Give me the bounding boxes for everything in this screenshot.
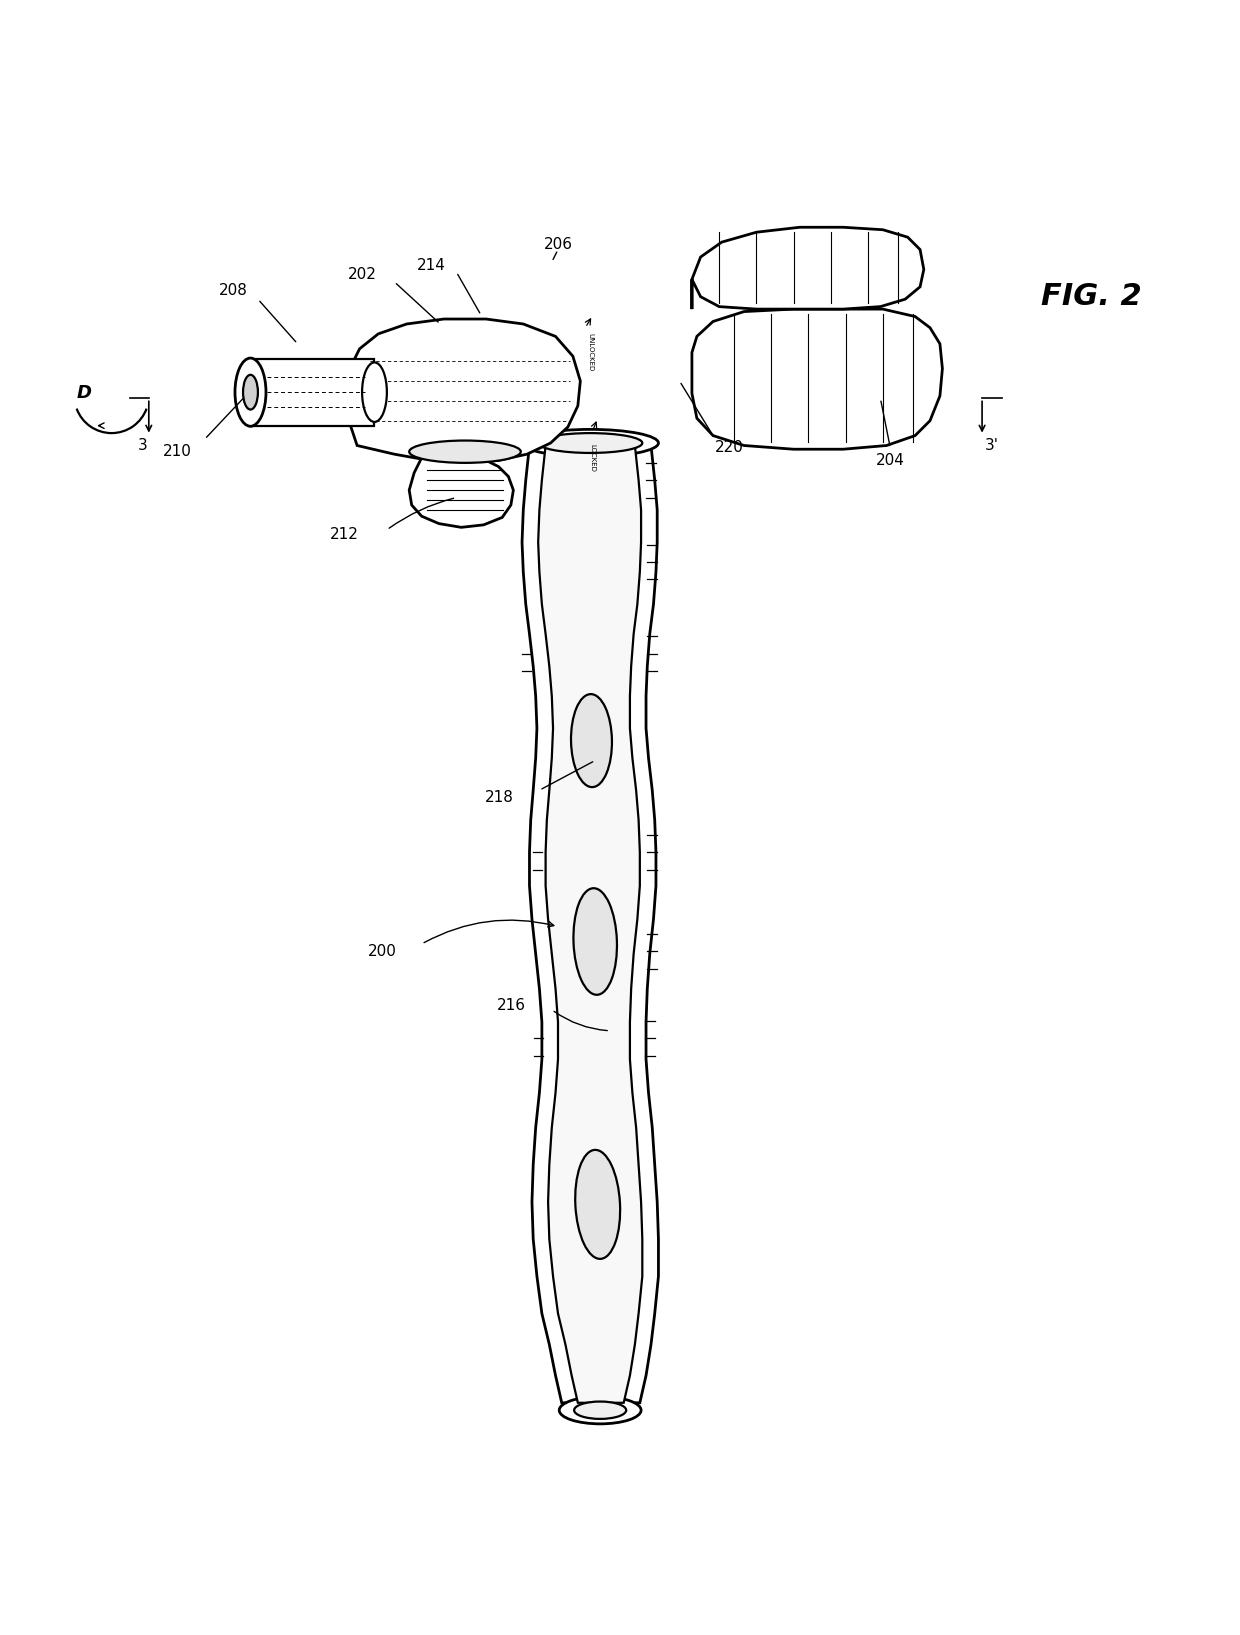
Text: 208: 208 [218, 283, 248, 298]
Text: 210: 210 [162, 445, 192, 459]
Ellipse shape [538, 433, 642, 453]
Ellipse shape [573, 888, 618, 994]
Text: FIG. 2: FIG. 2 [1040, 283, 1142, 311]
Ellipse shape [575, 1149, 620, 1259]
Ellipse shape [236, 358, 267, 427]
Text: 220: 220 [714, 440, 744, 456]
Polygon shape [522, 445, 658, 1403]
Ellipse shape [409, 440, 521, 463]
Ellipse shape [574, 1401, 626, 1419]
Ellipse shape [559, 1396, 641, 1424]
Ellipse shape [243, 374, 258, 409]
Polygon shape [250, 358, 374, 425]
Ellipse shape [570, 695, 613, 786]
Text: 214: 214 [417, 258, 446, 273]
Text: 202: 202 [347, 267, 377, 281]
Text: 218: 218 [485, 790, 515, 804]
Ellipse shape [362, 363, 387, 422]
Text: 200: 200 [367, 943, 397, 958]
Text: 212: 212 [330, 526, 360, 543]
Polygon shape [409, 455, 513, 528]
Text: D: D [77, 384, 92, 402]
Polygon shape [692, 227, 924, 309]
Text: 3': 3' [985, 438, 999, 453]
Text: LOCKED: LOCKED [589, 445, 595, 473]
Polygon shape [347, 319, 580, 463]
Polygon shape [692, 309, 942, 450]
Text: 216: 216 [496, 999, 526, 1014]
Polygon shape [538, 445, 642, 1403]
Ellipse shape [522, 430, 658, 456]
Text: UNLOCKED: UNLOCKED [588, 334, 594, 371]
Text: 3: 3 [138, 438, 148, 453]
Text: 204: 204 [875, 453, 905, 468]
Text: 206: 206 [543, 237, 573, 252]
